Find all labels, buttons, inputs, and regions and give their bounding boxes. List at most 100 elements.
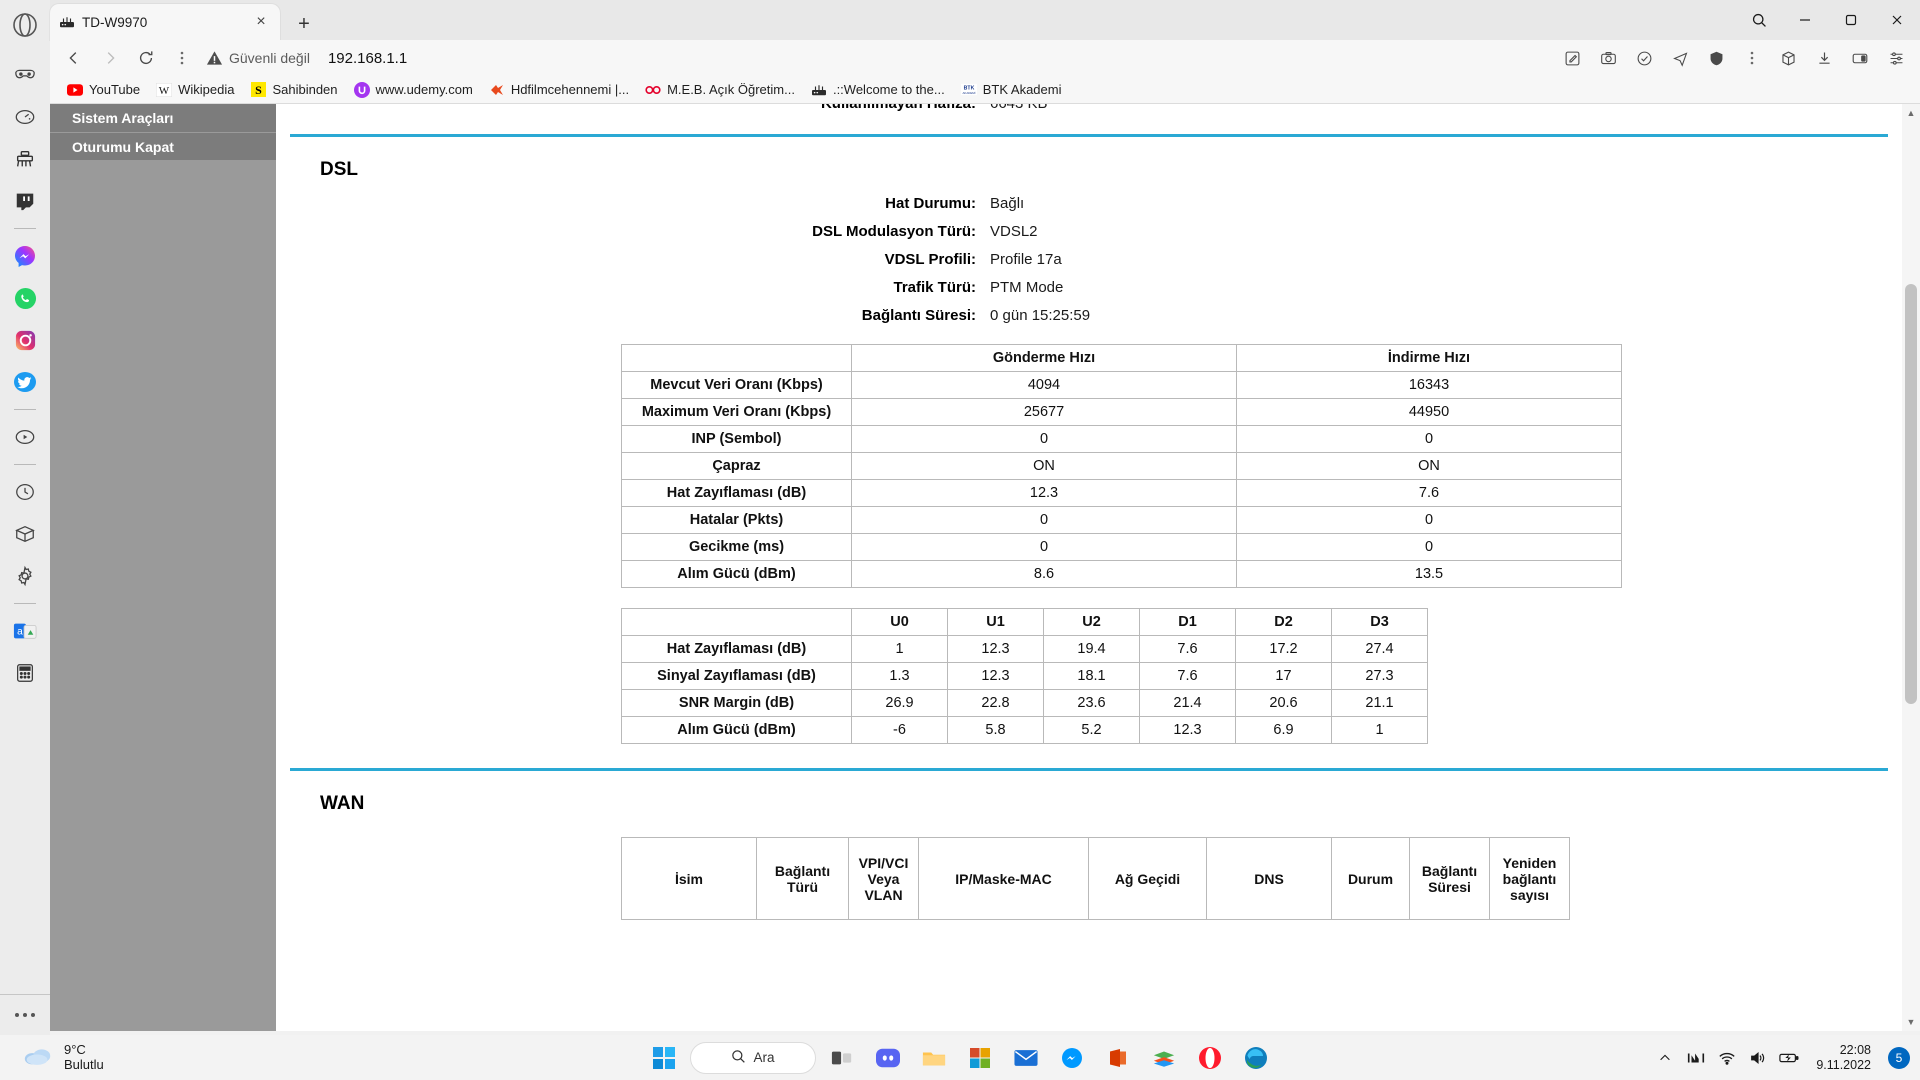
twitch-icon[interactable] (9, 185, 41, 217)
player-icon[interactable] (9, 421, 41, 453)
bookmark-wikipedia[interactable]: W Wikipedia (149, 79, 241, 101)
sidebar-item-sistem-araclari[interactable]: Sistem Araçları (50, 104, 276, 132)
sahibinden-icon: S (250, 82, 266, 98)
weather-widget[interactable]: 9°C Bulutlu (22, 1041, 104, 1073)
udemy-icon (353, 81, 370, 98)
bookmark-label: Wikipedia (178, 82, 235, 97)
col-yeniden-baglanti-sayisi: Yeniden bağlantı sayısı (1489, 837, 1570, 920)
calculator-icon[interactable] (9, 657, 41, 689)
new-tab-button[interactable]: + (298, 12, 310, 35)
router-icon (811, 82, 827, 98)
section-title-dsl: DSL (320, 159, 358, 180)
not-secure-warning-icon (206, 50, 223, 66)
table-row: Hat Zayıflaması (dB) 1 12.3 19.4 7.6 17.… (621, 635, 1428, 663)
cleaner-icon[interactable] (9, 143, 41, 175)
address-bar[interactable]: Güvenli değil 192.168.1.1 (206, 50, 407, 67)
more-dots-icon[interactable] (0, 995, 50, 1035)
url-text[interactable]: 192.168.1.1 (327, 49, 408, 67)
easy-setup-icon[interactable] (1881, 43, 1911, 73)
search-tabs-icon[interactable] (1736, 0, 1782, 40)
taskbar-clock[interactable]: 22:08 9.11.2022 (1816, 1043, 1871, 1073)
field-label: DSL Modulasyon Türü: (812, 223, 976, 240)
row-label: Alım Gücü (dBm) (621, 560, 852, 588)
twitter-icon[interactable] (9, 366, 41, 398)
adblock-shield-icon[interactable] (1629, 43, 1659, 73)
bookmark-udemy[interactable]: www.udemy.com (347, 79, 480, 101)
chevron-up-icon[interactable] (1655, 1048, 1675, 1068)
opera-app-icon[interactable] (1190, 1038, 1230, 1078)
opera-logo-icon[interactable] (8, 8, 42, 42)
vpn-mask-icon[interactable] (9, 59, 41, 91)
task-view-icon[interactable] (822, 1038, 862, 1078)
col-d3: D3 (1331, 608, 1428, 636)
office-icon[interactable] (1098, 1038, 1138, 1078)
windows-start-icon[interactable] (644, 1038, 684, 1078)
scroll-down-arrow[interactable]: ▼ (1906, 1017, 1916, 1027)
bookmark-hdfilmcehennemi[interactable]: Hdfilmcehennemi |... (482, 79, 636, 101)
instagram-icon[interactable] (9, 324, 41, 356)
minimize-icon[interactable] (1782, 0, 1828, 40)
table-header-row: İsim Bağlantı Türü VPI/VCI Veya VLAN IP/… (621, 837, 1570, 920)
back-icon[interactable] (59, 43, 89, 73)
discord-icon[interactable] (868, 1038, 908, 1078)
cell: 5.2 (1043, 716, 1140, 744)
wifi-icon[interactable] (1717, 1048, 1737, 1068)
bookmark-btk[interactable]: BTK AKADEMİ BTK Akademi (954, 79, 1069, 101)
field-value: Profile 17a (990, 251, 1062, 268)
row-label: SNR Margin (dB) (621, 689, 852, 717)
scrollbar-thumb[interactable] (1905, 284, 1917, 704)
browser-tab[interactable]: TD-W9970 × (50, 4, 280, 40)
edge-icon[interactable] (1236, 1038, 1276, 1078)
dsl-field-hat-durumu: Hat Durumu: Bağlı (276, 195, 1902, 212)
extensions-cube-icon[interactable] (1773, 43, 1803, 73)
cell: 1 (1331, 716, 1428, 744)
bookmark-router[interactable]: .::Welcome to the... (804, 79, 952, 101)
col-u2: U2 (1043, 608, 1140, 636)
downloads-icon[interactable] (1809, 43, 1839, 73)
overflow-dots-icon[interactable] (1737, 43, 1767, 73)
store-icon[interactable] (960, 1038, 1000, 1078)
send-icon[interactable] (1665, 43, 1695, 73)
notification-badge[interactable]: 5 (1888, 1046, 1910, 1069)
edit-page-icon[interactable] (1557, 43, 1587, 73)
table-row: Çapraz ON ON (621, 452, 1622, 480)
scroll-up-arrow[interactable]: ▲ (1906, 108, 1916, 118)
crypto-wallet-icon[interactable]: a (9, 615, 41, 647)
cell-upstream: 8.6 (851, 560, 1237, 588)
battery-icon[interactable] (1779, 1048, 1799, 1068)
cell: 23.6 (1043, 689, 1140, 717)
table-row: Sinyal Zayıflaması (dB) 1.3 12.3 18.1 7.… (621, 662, 1428, 690)
bookmark-meb[interactable]: M.E.B. Açık Öğretim... (638, 79, 802, 101)
reload-icon[interactable] (131, 43, 161, 73)
mail-icon[interactable] (1006, 1038, 1046, 1078)
bookmark-label: Hdfilmcehennemi |... (510, 82, 630, 97)
volume-icon[interactable] (1748, 1048, 1768, 1068)
messenger-icon[interactable] (9, 240, 41, 272)
page-scrollbar[interactable]: ▲ ▼ (1902, 104, 1920, 1031)
weather-temperature: 9°C (64, 1041, 86, 1057)
workspaces-icon[interactable] (1845, 43, 1875, 73)
close-icon[interactable]: × (256, 13, 266, 30)
vpn-shield-icon[interactable] (1701, 43, 1731, 73)
network-meter-icon[interactable] (1686, 1048, 1706, 1068)
speedtest-icon[interactable] (9, 101, 41, 133)
file-explorer-icon[interactable] (914, 1038, 954, 1078)
package-icon[interactable] (9, 518, 41, 550)
snapshot-icon[interactable] (1593, 43, 1623, 73)
forward-icon[interactable] (95, 43, 125, 73)
cell: 12.3 (947, 662, 1044, 690)
sidebar-item-oturumu-kapat[interactable]: Oturumu Kapat (50, 132, 276, 160)
bookmark-youtube[interactable]: YouTube (60, 79, 147, 101)
history-icon[interactable] (9, 476, 41, 508)
tab-strip: TD-W9970 × + (50, 0, 1920, 40)
page-menu-icon[interactable] (167, 43, 197, 73)
bookmark-sahibinden[interactable]: S Sahibinden (243, 79, 344, 101)
settings-gear-icon[interactable] (9, 560, 41, 592)
search-input[interactable]: Ara (690, 1041, 816, 1074)
maximize-icon[interactable] (1828, 0, 1874, 40)
whatsapp-icon[interactable] (9, 282, 41, 314)
window-close-icon[interactable] (1874, 0, 1920, 40)
messenger-app-icon[interactable] (1052, 1038, 1092, 1078)
youtube-icon (67, 82, 83, 98)
books-icon[interactable] (1144, 1038, 1184, 1078)
